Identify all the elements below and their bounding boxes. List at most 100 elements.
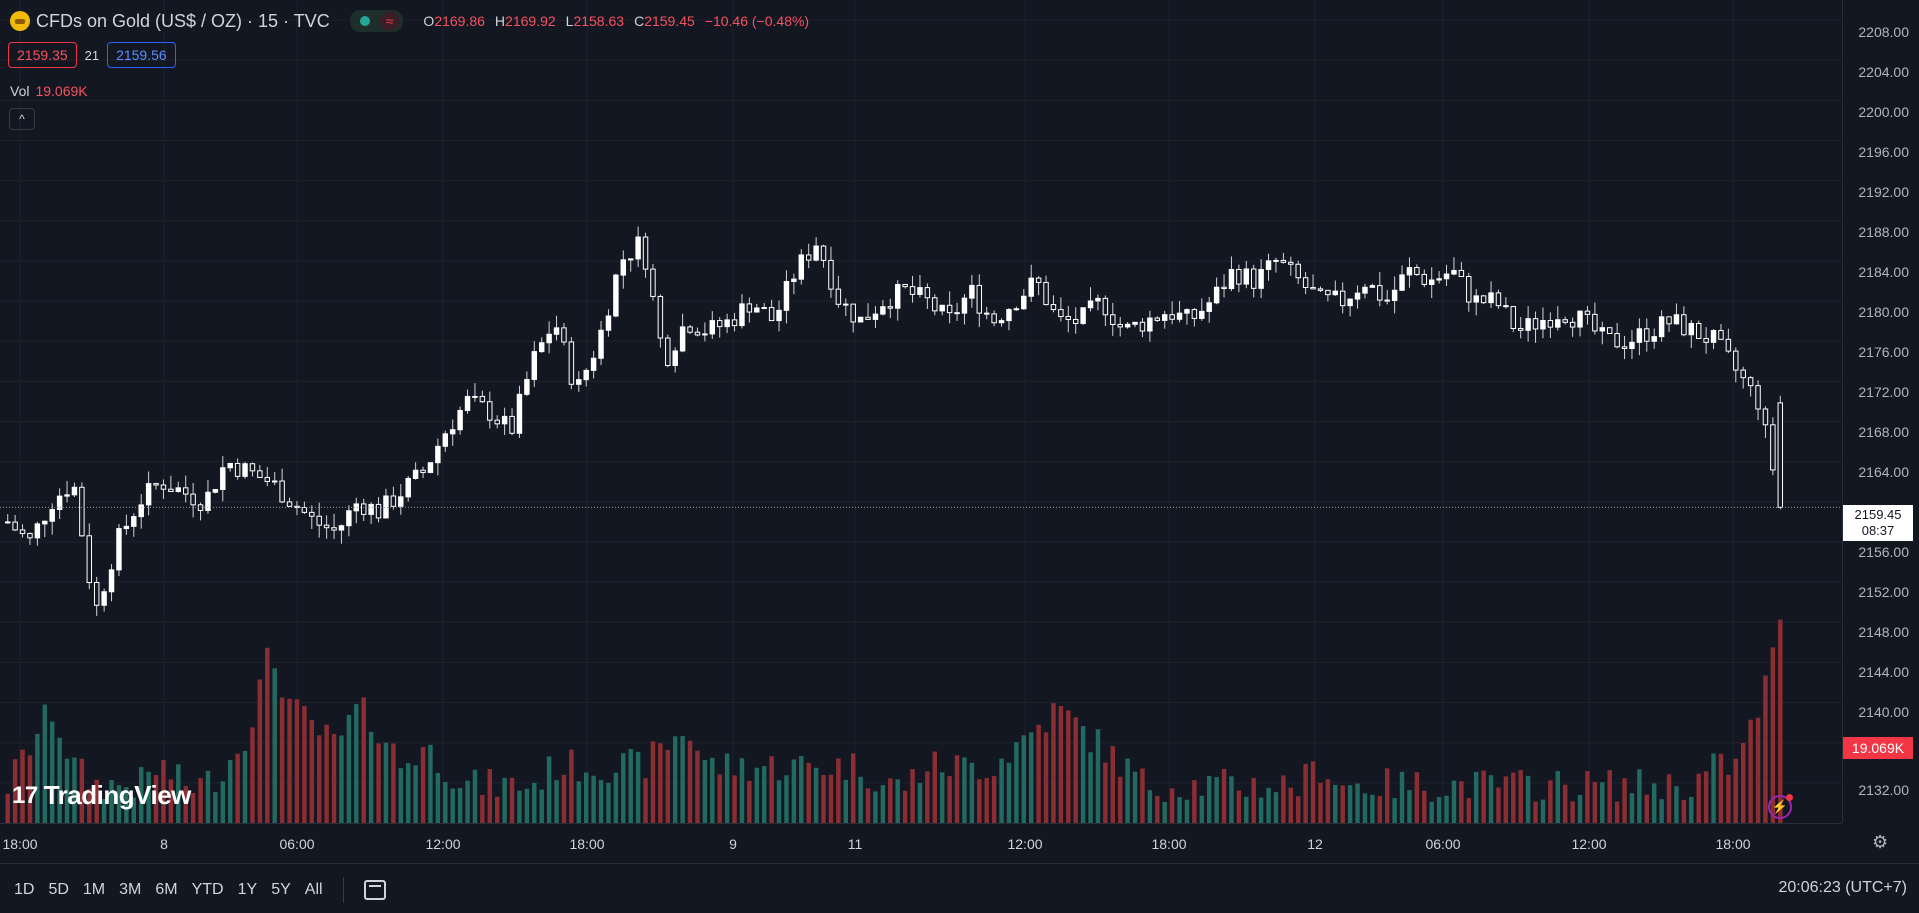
volume-bar [1577,794,1583,823]
candle-body [420,469,426,473]
candlestick-chart[interactable] [0,0,1842,823]
candle-body [946,304,953,314]
candle-body [709,320,716,335]
tradingview-logo-mark: 17 [12,781,38,809]
candle-body [1473,295,1479,303]
volume-bar [1258,797,1264,823]
sell-button[interactable]: 2159.35 [8,42,77,68]
candle-body [27,533,33,539]
candle-body [1562,319,1568,323]
candle-body [746,303,753,313]
volume-bar [428,744,433,823]
timezone-clock[interactable]: 20:06:23 (UTC+7) [1778,879,1907,896]
volume-bar [1681,799,1687,823]
range-1d[interactable]: 1D [14,881,35,898]
candle-body [1621,346,1628,350]
tradingview-logo[interactable]: 17 TradingView [12,780,191,811]
candle-body [1532,318,1539,330]
candle-body [1584,310,1591,315]
candle-body [479,395,486,403]
candle-body [1681,314,1687,336]
range-1m[interactable]: 1M [82,881,106,898]
volume-bar [598,779,604,823]
candle-body [234,462,241,477]
candle-body [1391,289,1398,302]
range-5d[interactable]: 5D [48,881,69,898]
buy-button[interactable]: 2159.56 [107,42,176,68]
range-ytd[interactable]: YTD [191,881,224,898]
candle-body [390,495,397,507]
symbol-legend: CFDs on Gold (US$ / OZ) · 15 · TVC ≈ O21… [10,10,809,32]
candle-body [1480,295,1487,304]
settings-gear-icon[interactable]: ⚙ [1872,832,1889,852]
candle-body [731,319,738,327]
volume-bar [1637,769,1642,823]
volume-bar [250,727,255,823]
candle-body [939,304,945,312]
volume-bar [1132,771,1138,823]
volume-bar [576,781,582,823]
volume-bar [1288,787,1294,823]
candle-body [724,319,730,328]
candle-body [1592,313,1598,332]
candle-body [1762,408,1769,426]
range-1y[interactable]: 1Y [237,881,258,898]
volume-bar [1362,793,1368,823]
chevron-up-icon: ^ [19,112,25,126]
candle-body [687,326,693,333]
candle-body [761,307,767,310]
candle-body [1725,338,1732,352]
volume-bar [643,778,648,823]
volume-bar [1436,797,1442,823]
time-axis[interactable]: 18:00 8 06:00 12:00 18:00 9 11 12:00 18:… [0,823,1842,863]
volume-bar [1088,752,1093,823]
chart-pane[interactable]: CFDs on Gold (US$ / OZ) · 15 · TVC ≈ O21… [0,0,1842,823]
volume-label[interactable]: Vol [10,83,30,99]
candle-body [442,433,449,447]
candle-body [464,395,471,411]
range-5y[interactable]: 5Y [271,881,291,898]
symbol-title[interactable]: CFDs on Gold (US$ / OZ) · 15 · TVC [36,10,330,31]
volume-bar [1444,795,1449,823]
volume-bar [1503,776,1509,823]
candle-body [1747,377,1754,387]
volume-bar [1622,778,1627,823]
market-status-pill[interactable]: ≈ [349,10,404,32]
go-to-date-calendar-icon[interactable] [363,880,386,900]
collapse-legend-button[interactable]: ^ [9,108,35,130]
candle-body [1755,385,1761,410]
candle-body [583,369,589,381]
change-value: −10.46 (−0.48%) [704,13,810,29]
range-6m[interactable]: 6M [155,881,178,898]
high-label: H [494,13,506,29]
range-3m[interactable]: 3M [119,881,142,898]
candle-body [805,254,812,261]
candle-body [1421,273,1428,285]
open-value: 2169.86 [434,13,485,29]
volume-bar [1644,794,1650,823]
candle-body [19,529,26,535]
volume-bar [524,788,530,823]
candle-body [1124,323,1131,328]
price-axis[interactable]: 2208.00 2204.00 2200.00 2196.00 2192.00 … [1842,0,1919,823]
candle-body [1688,322,1695,336]
time-tick: 12 [1307,836,1323,852]
volume-bar [64,758,70,823]
candle-body [509,415,515,434]
time-tick: 9 [729,836,737,852]
candle-body [894,283,901,309]
volume-bar [324,724,329,823]
volume-bar [1192,780,1197,823]
volume-bar [1169,788,1175,823]
volume-bar [628,749,633,823]
candle-body [301,507,308,513]
lightning-icon[interactable]: ⚡ [1768,794,1793,819]
volume-bar [176,764,181,823]
candle-body [108,569,115,593]
volume-bar [947,775,952,823]
range-all[interactable]: All [304,881,323,898]
volume-bar [235,753,240,823]
volume-bar [465,780,470,823]
candle-body [1228,268,1235,290]
candle-body [1310,286,1316,290]
